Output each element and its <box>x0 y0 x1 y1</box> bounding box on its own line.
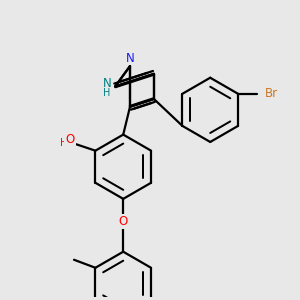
Text: Br: Br <box>265 87 278 100</box>
Text: H: H <box>103 88 111 98</box>
Text: H: H <box>60 138 67 148</box>
Text: N: N <box>103 76 112 90</box>
Text: O: O <box>118 215 128 228</box>
Text: N: N <box>126 52 134 64</box>
Text: O: O <box>65 134 75 146</box>
